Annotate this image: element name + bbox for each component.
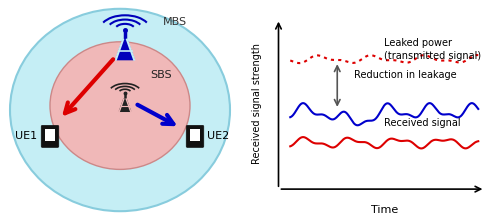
Text: Received signal: Received signal: [384, 118, 461, 128]
Text: SBS: SBS: [150, 70, 172, 80]
Ellipse shape: [10, 9, 230, 211]
Polygon shape: [116, 40, 134, 60]
Polygon shape: [120, 99, 130, 111]
Text: MBS: MBS: [162, 17, 186, 27]
Text: UE1: UE1: [15, 131, 37, 141]
Bar: [190, 129, 200, 141]
FancyBboxPatch shape: [186, 125, 204, 147]
Bar: [45, 129, 55, 141]
FancyBboxPatch shape: [41, 125, 59, 147]
Text: Received signal strength: Received signal strength: [252, 43, 262, 164]
Ellipse shape: [50, 42, 190, 169]
Text: Reduction in leakage: Reduction in leakage: [354, 70, 457, 80]
Text: Time: Time: [370, 205, 398, 214]
Text: Leaked power
(transmitted signal): Leaked power (transmitted signal): [384, 38, 482, 61]
Text: UE2: UE2: [208, 131, 230, 141]
